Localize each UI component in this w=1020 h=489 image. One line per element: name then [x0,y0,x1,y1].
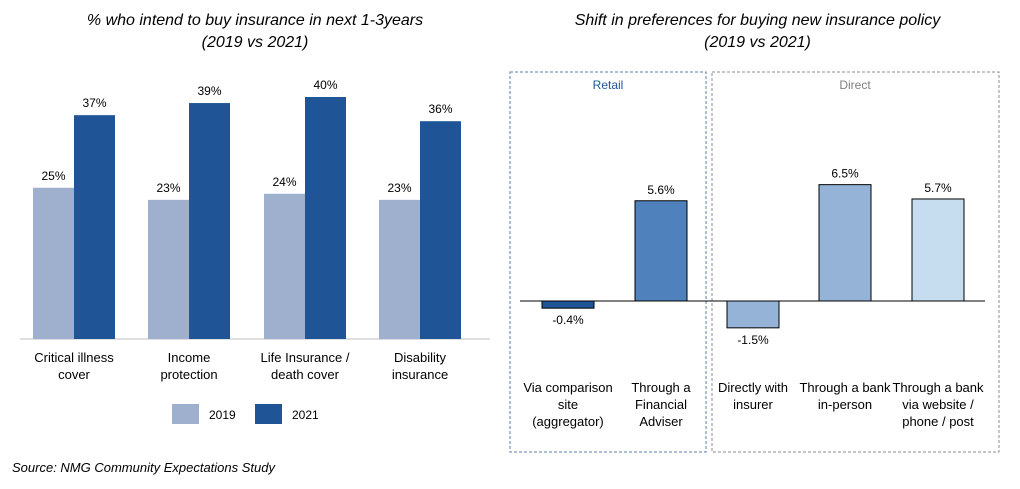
chart2-category-label: Directly with [718,380,788,395]
chart1-category-label: Income [168,350,211,365]
chart2-category-label: Adviser [639,414,683,429]
chart1-data-label: 23% [156,181,180,195]
chart1-title: % who intend to buy insurance in next 1-… [20,10,490,54]
chart1-legend-swatch-2019 [172,404,199,424]
chart1-category-label: cover [58,367,90,382]
chart2-category-label: Financial [635,397,687,412]
chart1-bar-2019-0 [33,187,74,339]
chart1-legend-label-2019: 2019 [209,408,236,422]
chart1-bar-2019-1 [148,199,189,339]
chart2-data-label: -1.5% [737,333,769,347]
chart1-bar-2021-0 [74,115,115,340]
chart1-bar-2019-2 [264,193,305,339]
chart2-data-label: 5.6% [647,183,675,197]
chart2-group-label-retail: Retail [593,78,624,92]
chart1-data-label: 23% [387,181,411,195]
chart2-category-label: in-person [818,397,872,412]
chart1-category-label: protection [160,367,217,382]
chart2-category-label: via website / [902,397,974,412]
chart2-bar-2 [726,300,780,329]
chart2-category-label: Through a bank [799,380,891,395]
chart2-group-label-direct: Direct [839,78,871,92]
chart1-bar-2021-2 [305,97,346,339]
chart2-data-label: -0.4% [552,313,584,327]
chart1-bar-2021-1 [189,103,230,339]
chart1-data-label: 25% [41,169,65,183]
chart1-category-label: death cover [271,367,340,382]
chart1-category-label: Disability [394,350,447,365]
chart2-bar-0 [541,300,595,309]
chart2-category-label: site [558,397,578,412]
chart1-category-label: Life Insurance / [261,350,350,365]
chart2-category-label: Through a [631,380,691,395]
chart2-subtitle-line: (2019 vs 2021) [704,34,811,51]
chart1-legend-label-2021: 2021 [292,408,319,422]
chart2-category-label: Via comparison [523,380,612,395]
chart2-bar-1 [634,200,688,302]
chart2-bar-3 [818,184,872,302]
chart2-bar-4 [911,198,965,302]
chart2-category-label: Through a bank [892,380,984,395]
chart1-data-label: 36% [428,102,452,116]
chart2-title: Shift in preferences for buying new insu… [510,10,1005,54]
chart2-data-label: 5.7% [924,181,952,195]
chart2-category-label: (aggregator) [532,414,604,429]
chart2-direct-frame [711,71,1000,453]
chart2-retail-frame [509,71,707,453]
source-note: Source: NMG Community Expectations Study [12,460,275,475]
chart1-bar-2021-3 [420,121,461,339]
chart1-legend-swatch-2021 [255,404,282,424]
chart1-data-label: 40% [313,78,337,92]
chart2-title-line: Shift in preferences for buying new insu… [574,12,941,29]
chart1-data-label: 24% [272,175,296,189]
chart1-subtitle-line: (2019 vs 2021) [201,34,309,51]
chart1-data-label: 37% [82,96,106,110]
chart1-category-label: insurance [392,367,448,382]
chart2-category-label: phone / post [902,414,974,429]
chart1-title-line: % who intend to buy insurance in next 1-… [86,12,424,29]
chart2-category-label: insurer [733,397,773,412]
chart2-data-label: 6.5% [831,167,859,181]
chart1-bar-2019-3 [379,199,420,339]
chart1-category-label: Critical illness [34,350,114,365]
chart1-data-label: 39% [197,84,221,98]
